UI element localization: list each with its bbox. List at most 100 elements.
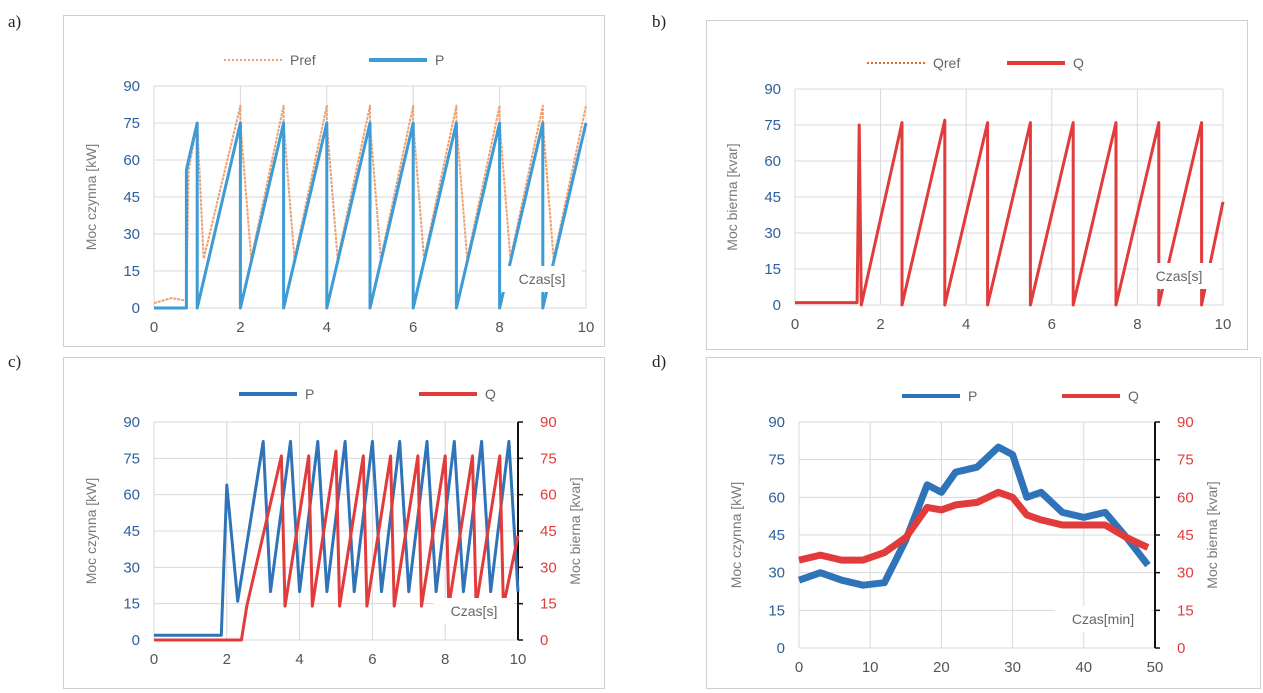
right-y-tick-label: 60 [540, 487, 557, 504]
x-tick-label: 4 [323, 319, 331, 336]
inner-axis-label: Czas[s] [1156, 268, 1203, 284]
left-axis-title: Moc czynna [kW] [83, 478, 99, 585]
right-y-tick-label: 90 [1177, 414, 1194, 431]
y-tick-label: 90 [764, 81, 781, 98]
x-tick-label: 8 [441, 651, 449, 668]
chart-c-svg: 0 15 30 45 60 75 90 0 2 4 6 8 10 0 15 30 45 60 75 90 Moc bie… [83, 386, 583, 668]
right-y-tick-label: 45 [1177, 527, 1194, 544]
x-tick-label: 0 [795, 659, 803, 676]
legend-label: Qref [933, 55, 960, 71]
legend-label: P [968, 388, 977, 404]
legend-label: Pref [290, 52, 316, 68]
x-tick-label: 40 [1075, 659, 1092, 676]
inner-axis-label: Czas[min] [1072, 611, 1134, 627]
y-tick-label: 45 [123, 523, 140, 540]
y-tick-label: 15 [123, 263, 140, 280]
y-tick-label: 75 [764, 117, 781, 134]
x-tick-label: 4 [295, 651, 303, 668]
y-tick-label: 90 [123, 414, 140, 431]
inner-label-box [1055, 606, 1151, 632]
x-tick-label: 10 [578, 319, 595, 336]
inner-axis-label: Czas[s] [451, 603, 498, 619]
chart-b: 0 15 30 45 60 75 90 0 2 4 6 8 10 Moc bierna [kvar] Qre… [706, 20, 1248, 350]
y-tick-label: 15 [123, 596, 140, 613]
x-tick-label: 6 [368, 651, 376, 668]
right-axis-title: Moc bierna [kvar] [1204, 481, 1220, 588]
x-tick-label: 0 [150, 651, 158, 668]
y-tick-label: 0 [773, 297, 781, 314]
y-tick-label: 45 [768, 527, 785, 544]
x-tick-label: 0 [150, 319, 158, 336]
right-y-tick-label: 0 [1177, 640, 1185, 657]
panel-label-c: c) [8, 352, 22, 371]
y-tick-label: 30 [768, 565, 785, 582]
series-line [797, 443, 1151, 589]
x-tick-label: 10 [862, 659, 879, 676]
y-tick-label: 30 [123, 559, 140, 576]
inner-label-box [502, 266, 582, 292]
y-tick-label: 30 [764, 225, 781, 242]
y-tick-label: 0 [132, 300, 140, 317]
panel-label-b: b) [652, 12, 667, 31]
x-tick-label: 8 [1133, 316, 1141, 333]
chart-b-svg: 0 15 30 45 60 75 90 0 2 4 6 8 10 Moc bierna [kvar] Qre… [724, 55, 1232, 333]
series-line [154, 121, 588, 310]
y-tick-label: 75 [768, 452, 785, 469]
left-axis-title: Moc czynna [kW] [83, 144, 99, 251]
y-tick-label: 90 [123, 78, 140, 95]
chart-d-svg: 0 15 30 45 60 75 90 0 10 20 30 40 50 0 15 30 45 60 75 90 Moc… [728, 388, 1220, 676]
right-y-tick-label: 30 [540, 559, 557, 576]
x-tick-label: 6 [1048, 316, 1056, 333]
x-tick-label: 20 [933, 659, 950, 676]
series-line [795, 118, 1225, 307]
chart-d: 0 15 30 45 60 75 90 0 10 20 30 40 50 0 15 30 45 60 75 90 Moc… [706, 357, 1261, 689]
y-tick-label: 30 [123, 226, 140, 243]
y-tick-label: 60 [123, 152, 140, 169]
right-y-tick-label: 30 [1177, 565, 1194, 582]
y-tick-label: 15 [768, 602, 785, 619]
legend-label: P [435, 52, 444, 68]
y-tick-label: 75 [123, 450, 140, 467]
legend-label: Q [1073, 55, 1084, 71]
x-tick-label: 50 [1147, 659, 1164, 676]
left-axis-title: Moc bierna [kvar] [724, 143, 740, 250]
right-axis-title: Moc bierna [kvar] [567, 477, 583, 584]
series-line [154, 449, 520, 642]
y-tick-label: 15 [764, 261, 781, 278]
right-y-tick-label: 60 [1177, 489, 1194, 506]
inner-axis-label: Czas[s] [519, 271, 566, 287]
y-tick-label: 0 [777, 640, 785, 657]
y-tick-label: 75 [123, 115, 140, 132]
x-tick-label: 30 [1004, 659, 1021, 676]
x-tick-label: 2 [876, 316, 884, 333]
series-line [798, 488, 1150, 564]
right-y-tick-label: 0 [540, 632, 548, 649]
right-y-tick-label: 90 [540, 414, 557, 431]
chart-a-svg: 0 15 30 45 60 75 90 0 2 4 6 8 10 Moc czynna [kW] Pref P… [83, 52, 595, 336]
x-tick-label: 2 [223, 651, 231, 668]
y-tick-label: 60 [764, 153, 781, 170]
legend-label: Q [485, 386, 496, 402]
left-axis-title: Moc czynna [kW] [728, 482, 744, 589]
x-tick-label: 10 [510, 651, 527, 668]
chart-a: 0 15 30 45 60 75 90 0 2 4 6 8 10 Moc czynna [kW] Pref P… [63, 15, 605, 347]
y-tick-label: 0 [132, 632, 140, 649]
y-tick-label: 60 [768, 489, 785, 506]
x-tick-label: 2 [236, 319, 244, 336]
x-tick-label: 8 [495, 319, 503, 336]
right-y-tick-label: 45 [540, 523, 557, 540]
legend-label: Q [1128, 388, 1139, 404]
legend-label: P [305, 386, 314, 402]
y-tick-label: 90 [768, 414, 785, 431]
right-y-tick-label: 15 [540, 596, 557, 613]
y-tick-label: 45 [764, 189, 781, 206]
right-y-tick-label: 75 [1177, 452, 1194, 469]
inner-label-box [434, 598, 514, 624]
right-y-tick-label: 15 [1177, 602, 1194, 619]
x-tick-label: 6 [409, 319, 417, 336]
inner-label-box [1139, 263, 1219, 289]
x-tick-label: 4 [962, 316, 970, 333]
panel-label-d: d) [652, 352, 667, 371]
x-tick-label: 10 [1215, 316, 1232, 333]
y-tick-label: 60 [123, 487, 140, 504]
